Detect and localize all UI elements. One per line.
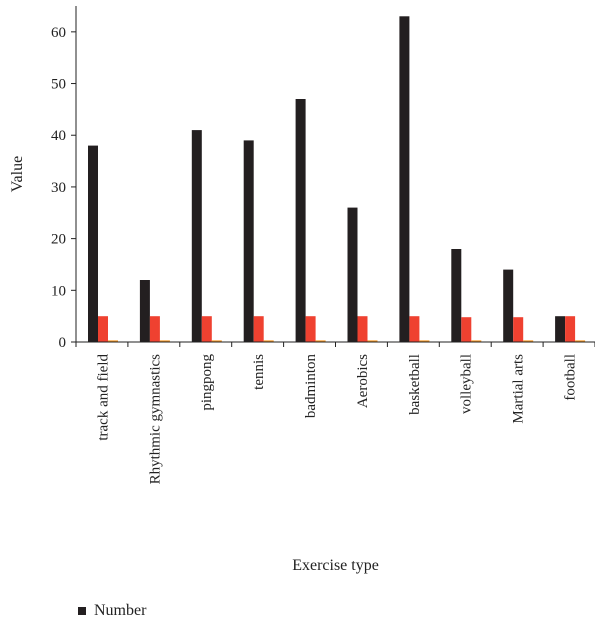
x-tick-label-4: badminton bbox=[303, 354, 319, 419]
y-tick-label-4: 40 bbox=[51, 128, 66, 144]
y-tick-label-6: 60 bbox=[51, 25, 66, 41]
x-tick-label-8: Martial arts bbox=[511, 354, 527, 424]
x-tick-label-7: volleyball bbox=[459, 354, 475, 414]
bar-series1-3 bbox=[243, 140, 254, 342]
bar-series1-4 bbox=[295, 99, 306, 342]
y-tick-label-1: 10 bbox=[51, 283, 66, 299]
bar-series3-3 bbox=[263, 340, 274, 342]
bar-series3-7 bbox=[471, 340, 482, 342]
y-axis-title: Value bbox=[9, 156, 26, 192]
bar-series2-0 bbox=[98, 316, 108, 342]
bar-series1-7 bbox=[451, 249, 462, 342]
bar-series2-8 bbox=[513, 317, 524, 342]
bar-chart: 0 10 20 30 40 50 60 track and field Rhythmic gym… bbox=[9, 6, 595, 574]
bar-series2-1 bbox=[149, 316, 160, 342]
bar-series2-7 bbox=[461, 317, 472, 342]
bar-series1-1 bbox=[139, 280, 150, 342]
x-tick-label-6: basketball bbox=[407, 354, 423, 415]
legend-swatch-number bbox=[78, 607, 86, 615]
x-tick-label-5: Aerobics bbox=[355, 354, 371, 408]
bar-series2-6 bbox=[409, 316, 420, 342]
bar-series1-9 bbox=[555, 316, 566, 342]
y-tick-label-2: 20 bbox=[51, 232, 66, 248]
x-tick-label-1: Rhythmic gymnastics bbox=[147, 354, 163, 485]
bar-series3-1 bbox=[159, 340, 170, 342]
legend-label-number: Number bbox=[94, 602, 147, 619]
bar-series2-2 bbox=[201, 316, 212, 342]
axes: 0 10 20 30 40 50 60 track and field Rhythmic gym… bbox=[9, 6, 595, 574]
bar-series1-6 bbox=[399, 16, 410, 343]
bar-series3-0 bbox=[108, 340, 118, 342]
bar-series3-9 bbox=[575, 340, 586, 342]
x-tick-label-3: tennis bbox=[251, 354, 267, 390]
bar-series3-2 bbox=[211, 340, 222, 342]
bar-series2-3 bbox=[253, 316, 264, 342]
bar-series3-4 bbox=[315, 340, 326, 342]
y-tick-label-5: 50 bbox=[51, 77, 66, 93]
plot-area bbox=[88, 16, 586, 343]
bar-series2-5 bbox=[357, 316, 368, 342]
bar-series2-9 bbox=[565, 316, 576, 342]
bar-series2-4 bbox=[305, 316, 316, 342]
y-tick-label-3: 30 bbox=[51, 180, 66, 196]
legend: Number bbox=[78, 601, 146, 621]
x-tick-label-2: pingpong bbox=[199, 354, 215, 411]
bar-series1-8 bbox=[503, 269, 514, 342]
bar-series3-6 bbox=[419, 340, 430, 342]
bar-series1-2 bbox=[191, 130, 202, 342]
bar-series1-5 bbox=[347, 207, 358, 342]
bar-series3-8 bbox=[523, 340, 534, 342]
y-tick-label-0: 0 bbox=[59, 335, 67, 351]
x-tick-label-0: track and field bbox=[95, 354, 111, 441]
x-tick-label-9: football bbox=[562, 354, 578, 401]
bar-series3-5 bbox=[367, 340, 378, 342]
x-axis-title: Exercise type bbox=[292, 557, 379, 574]
bar-series1-0 bbox=[88, 145, 98, 342]
